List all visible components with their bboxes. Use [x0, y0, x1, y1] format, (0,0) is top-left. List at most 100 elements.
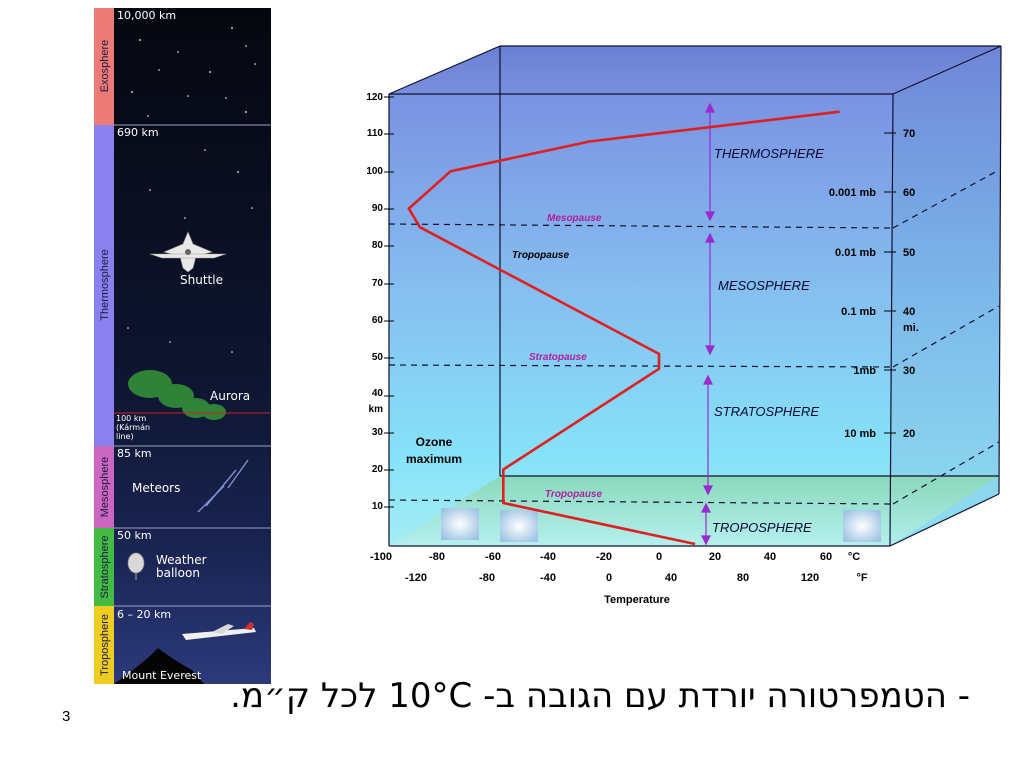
x-axis-title: Temperature [604, 594, 670, 606]
shuttle-icon [149, 231, 227, 273]
x-tick-f-80: 80 [737, 572, 749, 584]
x-tick-c-0: 0 [656, 551, 662, 563]
boundary-lines [388, 169, 1000, 505]
mesosphere-layer-label: MESOSPHERE [718, 278, 810, 293]
mesosphere-label: Mesosphere [99, 457, 111, 518]
y-unit-km: km [369, 404, 384, 415]
y-tick-40: 40 [372, 388, 384, 399]
tick-marks [384, 96, 896, 508]
layer-separators [94, 124, 271, 607]
height-mesosphere: 85 km [117, 447, 152, 460]
layer-span-arrows [701, 102, 715, 546]
karman-label-2: (Kármán [116, 423, 150, 432]
height-thermosphere: 690 km [117, 126, 159, 139]
x-tick-c--40: -40 [540, 551, 556, 563]
x-tick-c--80: -80 [429, 551, 445, 563]
cloud-icon-3 [843, 510, 881, 542]
height-exosphere: 10,000 km [117, 9, 176, 22]
mi-tick-30: 30 [903, 365, 915, 377]
x-tick-f--80: -80 [479, 572, 495, 584]
y-tick-20: 20 [372, 464, 384, 475]
y-tick-70: 70 [372, 278, 384, 289]
layer-sidebar [94, 8, 114, 684]
troposphere-layer-label: TROPOSPHERE [712, 520, 812, 535]
tropopause-upper-label: Tropopause [512, 250, 569, 261]
left-panel-sky [114, 8, 271, 684]
cloud-icons [441, 508, 881, 542]
temperature-profile-box [384, 45, 1002, 547]
exosphere-label: Exosphere [99, 40, 111, 93]
ozone-label-2: maximum [406, 452, 462, 466]
x-tick-c-20: 20 [709, 551, 721, 563]
slide-number: 3 [62, 708, 71, 725]
pressure-001mb: 0.01 mb [835, 247, 876, 259]
ozone-label-1: Ozone [416, 435, 453, 449]
box-top-face [389, 46, 1001, 94]
y-tick-110: 110 [367, 128, 384, 139]
stratosphere-band [94, 528, 114, 606]
left-atmosphere-panel: Exosphere Thermosphere Mesosphere Strato… [94, 8, 271, 684]
mount-everest-silhouette [114, 648, 204, 684]
y-tick-60: 60 [372, 315, 384, 326]
x-tick-c--60: -60 [485, 551, 501, 563]
x-unit-f: °F [856, 572, 867, 584]
cloud-icon-1 [441, 508, 479, 540]
mi-tick-50: 50 [903, 247, 915, 259]
y-tick-100: 100 [366, 166, 383, 177]
aurora-label: Aurora [210, 389, 250, 403]
mi-tick-60: 60 [903, 187, 915, 199]
airplane-icon [182, 622, 256, 640]
height-troposphere: 6 – 20 km [117, 608, 171, 621]
box-right-face [890, 46, 1001, 546]
x-tick-c--20: -20 [596, 551, 612, 563]
thermosphere-band [94, 125, 114, 446]
mi-tick-70: 70 [903, 128, 915, 140]
cloud-icon-2 [500, 510, 538, 542]
x-tick-f-120: 120 [801, 572, 819, 584]
everest-label: Mount Everest [122, 669, 202, 682]
y-tick-80: 80 [372, 240, 384, 251]
x-tick-f-0: 0 [606, 572, 612, 584]
mi-tick-20: 20 [903, 428, 915, 440]
troposphere-band [94, 606, 114, 684]
meteor-streaks [197, 459, 249, 513]
thermosphere-label: Thermosphere [99, 249, 111, 321]
mesosphere-band [94, 446, 114, 528]
pressure-0001mb: 0.001 mb [829, 187, 876, 199]
karman-label-1: 100 km [116, 414, 146, 423]
x-tick-f-40: 40 [665, 572, 677, 584]
balloon-label-2: balloon [156, 566, 200, 580]
box-front-face [389, 94, 893, 546]
mi-tick-40: 40 [903, 306, 915, 318]
stars [127, 27, 256, 353]
mesopause-label: Mesopause [547, 213, 602, 224]
weather-balloon-icon [127, 552, 145, 580]
temperature-profile-line [407, 110, 840, 546]
hebrew-bullet-text: - הטמפרטורה יורדת עם הגובה ב- 10°C לכל ק… [230, 676, 970, 716]
pressure-1mb: 1mb [853, 365, 876, 377]
y-tick-10: 10 [372, 501, 384, 512]
x-tick-f--120: -120 [405, 572, 427, 584]
pressure-10mb: 10 mb [844, 428, 876, 440]
stratosphere-layer-label: STRATOSPHERE [714, 404, 819, 419]
x-tick-c-60: 60 [820, 551, 832, 563]
y-tick-90: 90 [372, 203, 384, 214]
box-edges [388, 45, 1002, 547]
karman-label-3: line) [116, 432, 134, 441]
y-tick-30: 30 [372, 427, 384, 438]
thermosphere-layer-label: THERMOSPHERE [714, 146, 824, 161]
meteors-label: Meteors [132, 481, 180, 495]
stratosphere-label: Stratosphere [99, 536, 111, 599]
x-unit-c: °C [848, 551, 860, 563]
balloon-label-1: Weather [156, 553, 207, 567]
aurora-glow [128, 370, 226, 420]
y-tick-50: 50 [372, 352, 384, 363]
height-stratosphere: 50 km [117, 529, 152, 542]
shuttle-label: Shuttle [180, 273, 223, 287]
stratopause-label: Stratopause [529, 352, 587, 363]
x-tick-c-40: 40 [764, 551, 776, 563]
exosphere-band [94, 8, 114, 125]
troposphere-label: Troposphere [99, 614, 111, 676]
pressure-01mb: 0.1 mb [841, 306, 876, 318]
